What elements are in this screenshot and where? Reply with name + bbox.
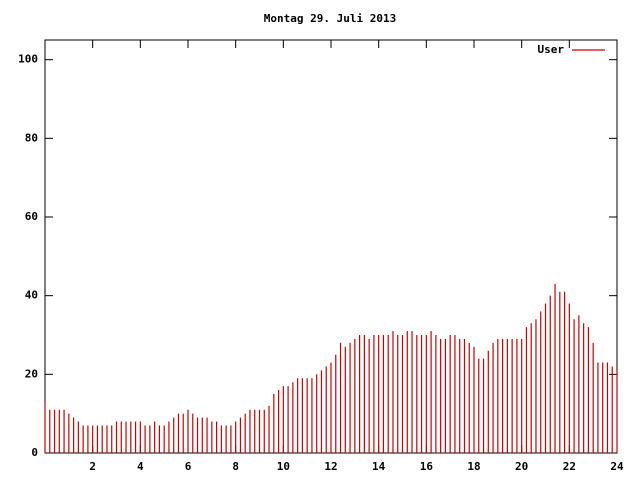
- x-tick-label: 20: [515, 460, 528, 473]
- y-tick-label: 20: [25, 367, 38, 380]
- x-tick-label: 10: [277, 460, 290, 473]
- y-tick-label: 0: [31, 446, 38, 459]
- x-tick-label: 2: [89, 460, 96, 473]
- y-tick-label: 100: [18, 53, 38, 66]
- y-tick-label: 40: [25, 289, 38, 302]
- x-tick-label: 12: [324, 460, 337, 473]
- y-tick-label: 60: [25, 210, 38, 223]
- legend-label: User: [538, 43, 565, 56]
- x-tick-label: 16: [420, 460, 434, 473]
- x-tick-label: 6: [185, 460, 192, 473]
- x-tick-label: 8: [232, 460, 239, 473]
- x-tick-label: 18: [467, 460, 480, 473]
- y-tick-label: 80: [25, 131, 38, 144]
- x-tick-label: 14: [372, 460, 386, 473]
- x-tick-label: 22: [563, 460, 576, 473]
- x-tick-label: 24: [610, 460, 624, 473]
- chart-title: Montag 29. Juli 2013: [264, 12, 396, 25]
- x-tick-label: 4: [137, 460, 144, 473]
